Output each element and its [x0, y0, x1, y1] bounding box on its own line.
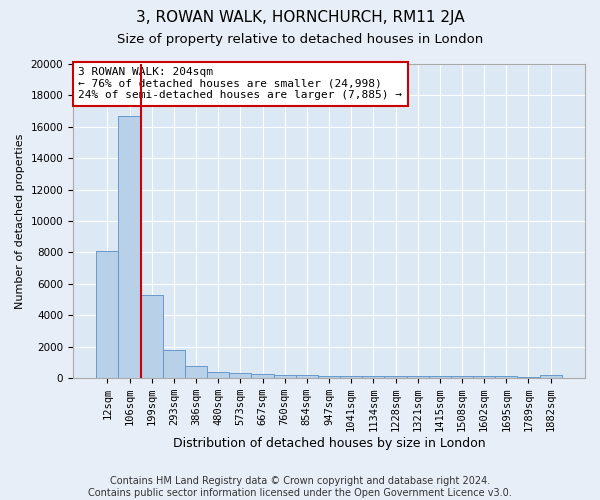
Text: 3, ROWAN WALK, HORNCHURCH, RM11 2JA: 3, ROWAN WALK, HORNCHURCH, RM11 2JA	[136, 10, 464, 25]
Bar	[451, 376, 473, 378]
Text: Size of property relative to detached houses in London: Size of property relative to detached ho…	[117, 32, 483, 46]
Bar	[407, 376, 429, 378]
Bar	[318, 376, 340, 378]
Text: 3 ROWAN WALK: 204sqm
← 76% of detached houses are smaller (24,998)
24% of semi-d: 3 ROWAN WALK: 204sqm ← 76% of detached h…	[78, 67, 402, 100]
Y-axis label: Number of detached properties: Number of detached properties	[15, 134, 25, 308]
Bar	[207, 372, 229, 378]
Bar	[517, 376, 539, 378]
Bar	[429, 376, 451, 378]
Bar	[495, 376, 517, 378]
Bar	[340, 376, 362, 378]
Bar	[385, 376, 407, 378]
Bar	[185, 366, 207, 378]
Bar	[362, 376, 385, 378]
Bar	[251, 374, 274, 378]
Bar	[96, 251, 118, 378]
Bar	[539, 375, 562, 378]
X-axis label: Distribution of detached houses by size in London: Distribution of detached houses by size …	[173, 437, 485, 450]
Text: Contains HM Land Registry data © Crown copyright and database right 2024.
Contai: Contains HM Land Registry data © Crown c…	[88, 476, 512, 498]
Bar	[274, 375, 296, 378]
Bar	[229, 374, 251, 378]
Bar	[473, 376, 495, 378]
Bar	[163, 350, 185, 378]
Bar	[296, 375, 318, 378]
Bar	[118, 116, 140, 378]
Bar	[140, 295, 163, 378]
